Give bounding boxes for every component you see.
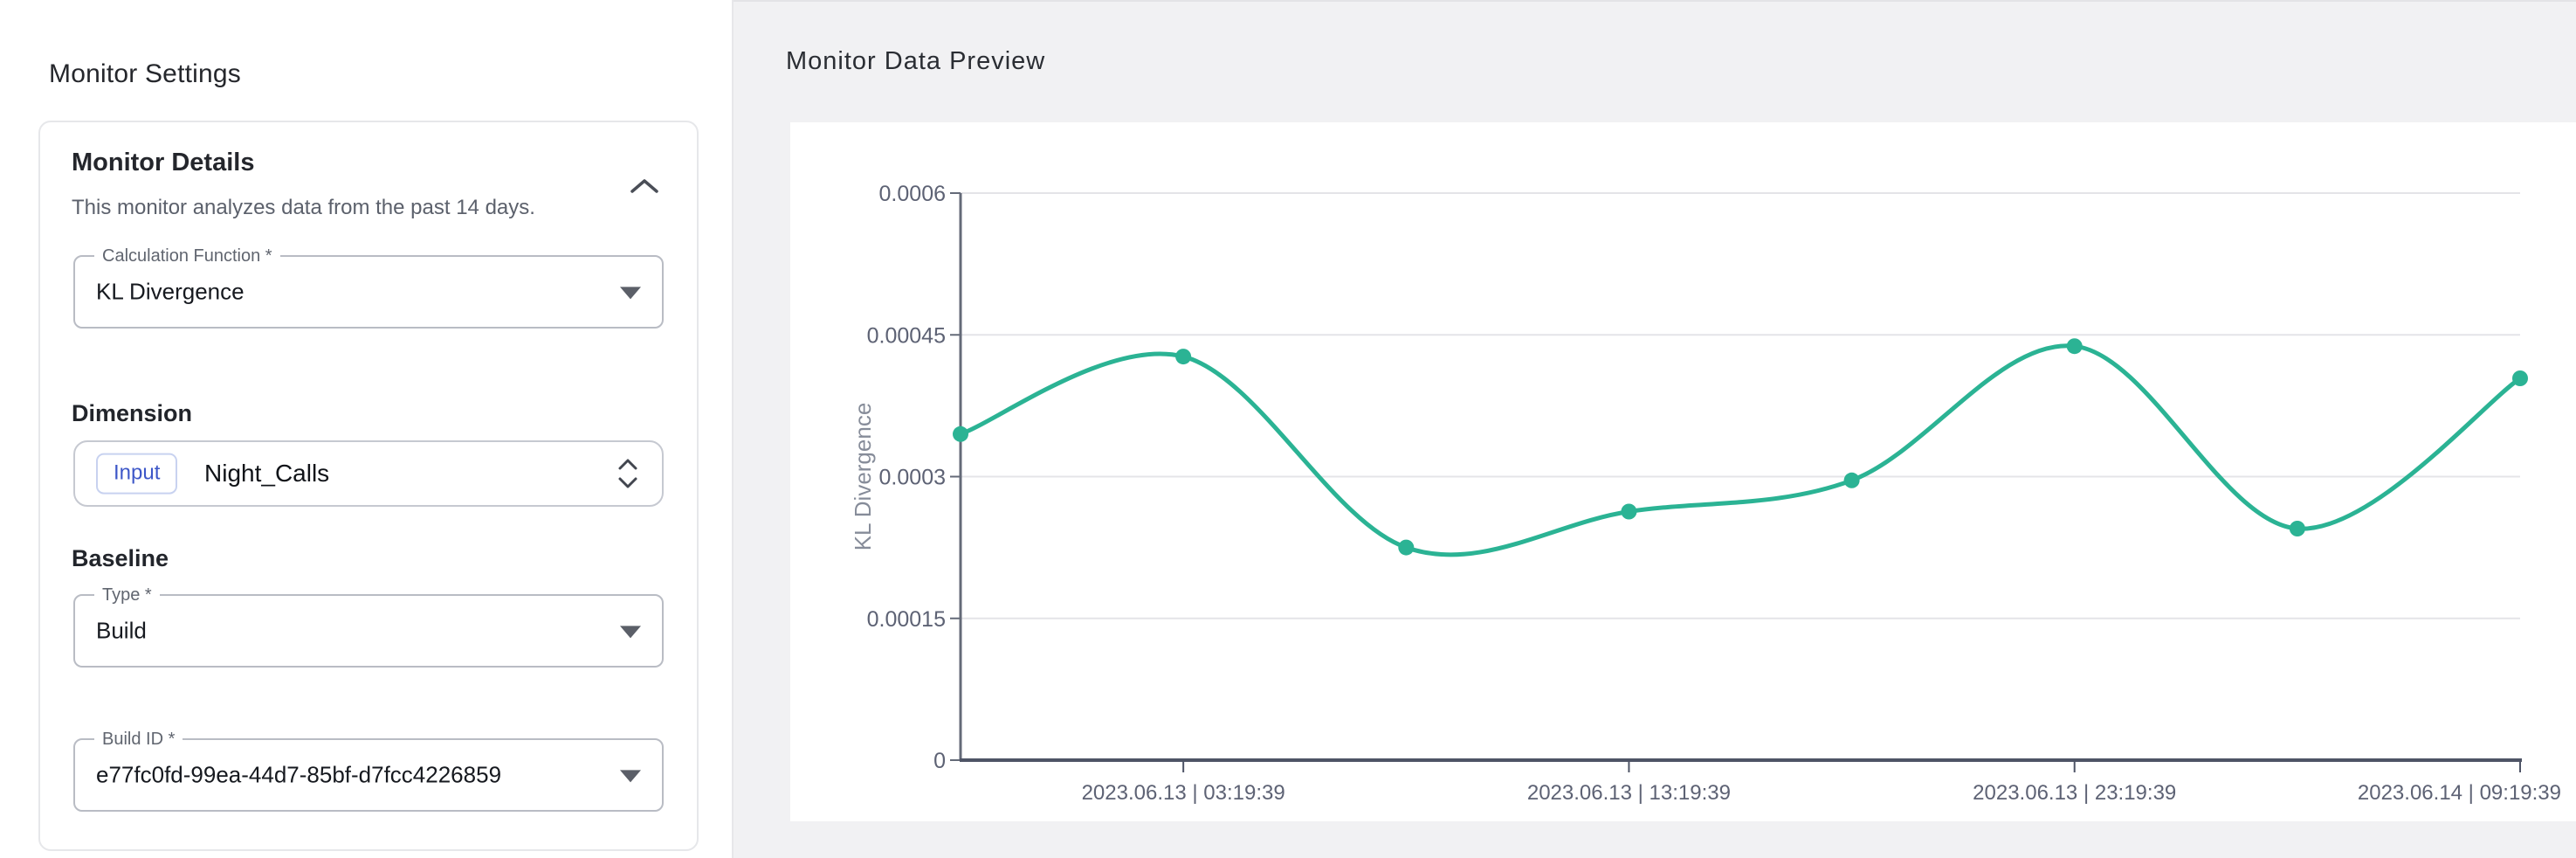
dimension-heading: Dimension <box>72 400 193 426</box>
build-id-value: e77fc0fd-99ea-44d7-85bf-d7fcc4226859 <box>96 761 502 788</box>
build-id-label: Build ID * <box>94 727 183 751</box>
line-series <box>958 343 2523 557</box>
data-point-7[interactable] <box>2512 370 2528 386</box>
y-axis-title: KL Divergence <box>850 403 876 551</box>
data-point-6[interactable] <box>2289 521 2305 536</box>
data-point-3[interactable] <box>1621 503 1637 520</box>
baseline-heading: Baseline <box>72 545 169 571</box>
calculation-function-label: Calculation Function * <box>94 244 280 268</box>
y-tick-label: 0.00045 <box>867 323 946 348</box>
chart-card: 0 0.00015 0.0003 0.00045 0.0006 2023.06.13 | … <box>790 122 2576 821</box>
input-chip: Input <box>96 453 178 495</box>
monitor-details-card: Monitor Details This monitor analyzes da… <box>38 121 699 851</box>
x-tick-label: 2023.06.13 | 23:19:39 <box>1973 781 2176 805</box>
data-point-5[interactable] <box>2066 338 2083 355</box>
page-top-border <box>0 0 2576 2</box>
monitor-settings-panel: Monitor Settings Monitor Details This mo… <box>0 0 734 858</box>
dropdown-caret-icon <box>620 287 641 300</box>
data-point-1[interactable] <box>1175 349 1192 365</box>
page-title: Monitor Settings <box>49 59 241 88</box>
y-tick-label: 0.00015 <box>867 607 946 632</box>
dropdown-caret-icon <box>620 626 641 639</box>
baseline-type-value: Build <box>96 617 147 644</box>
dropdown-caret-icon <box>620 770 641 783</box>
card-title: Monitor Details <box>72 149 255 176</box>
baseline-type-label: Type * <box>94 583 160 607</box>
calculation-function-select[interactable]: Calculation Function * KL Divergence <box>73 244 664 329</box>
kl-divergence-line-chart[interactable]: 0 0.00015 0.0003 0.00045 0.0006 2023.06.13 | … <box>790 122 2576 821</box>
y-tick-label: 0 <box>933 749 946 773</box>
dimension-value: Night_Calls <box>204 460 330 487</box>
data-point-2[interactable] <box>1398 539 1415 556</box>
build-id-select[interactable]: Build ID * e77fc0fd-99ea-44d7-85bf-d7fcc… <box>73 727 664 812</box>
preview-title: Monitor Data Preview <box>786 47 1046 75</box>
calculation-function-value: KL Divergence <box>96 278 245 305</box>
x-tick-label: 2023.06.14 | 09:19:39 <box>2358 781 2561 805</box>
unfold-more-icon <box>616 456 639 491</box>
dimension-select[interactable]: Input Night_Calls <box>73 440 664 507</box>
y-tick-label: 0.0006 <box>879 182 946 206</box>
x-tick-label: 2023.06.13 | 13:19:39 <box>1527 781 1731 805</box>
data-point-4[interactable] <box>1843 472 1860 488</box>
baseline-type-select[interactable]: Type * Build <box>73 583 664 668</box>
y-tick-label: 0.0003 <box>879 466 946 490</box>
data-point-0[interactable] <box>953 426 968 442</box>
collapse-chevron-icon[interactable] <box>627 173 662 199</box>
card-description: This monitor analyzes data from the past… <box>72 196 535 219</box>
x-tick-label: 2023.06.13 | 03:19:39 <box>1082 781 1285 805</box>
